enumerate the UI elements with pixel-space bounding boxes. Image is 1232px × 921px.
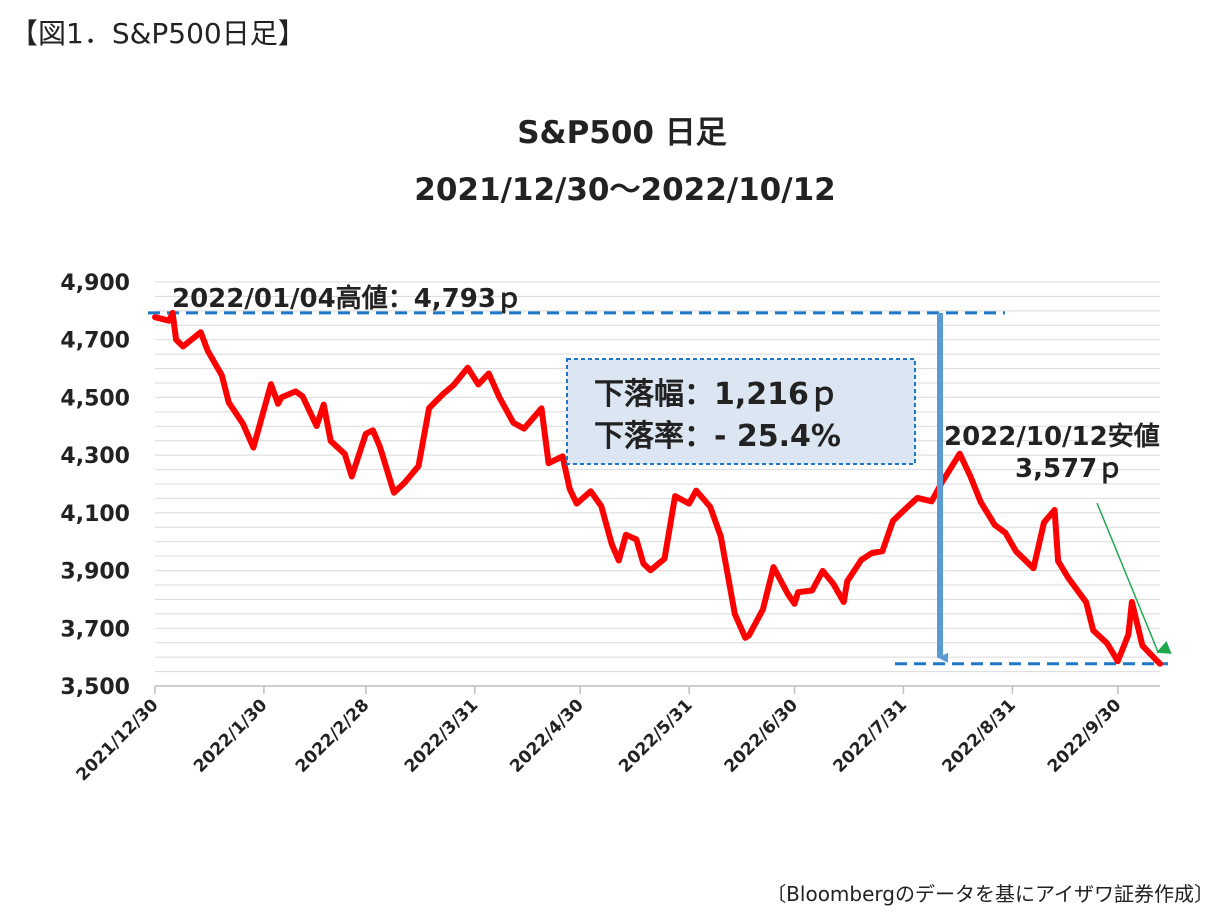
y-tick-label: 3,500 <box>60 675 130 700</box>
x-tick-label: 2022/7/31 <box>830 695 911 776</box>
y-tick-label: 4,700 <box>60 329 130 354</box>
y-tick-label: 3,700 <box>60 617 130 642</box>
x-tick-label: 2022/8/31 <box>938 695 1019 776</box>
y-tick-label: 4,500 <box>60 386 130 411</box>
x-tick-label: 2022/2/28 <box>292 695 373 776</box>
series-line <box>152 309 1163 667</box>
low-label-value: 3,577ｐ <box>1015 454 1123 484</box>
x-tick-label: 2022/4/30 <box>506 695 588 777</box>
figure-label: 【図1．S&P500日足】 <box>10 17 306 50</box>
y-tick-label: 4,900 <box>60 271 130 296</box>
drop-amount: 下落幅：1,216ｐ <box>594 377 839 412</box>
y-tick-label: 4,300 <box>60 444 130 469</box>
gridlines <box>155 281 1160 687</box>
x-tick-label: 2021/12/30 <box>73 695 163 785</box>
y-tick-label: 4,100 <box>60 502 130 527</box>
y-axis: 3,500 3,700 3,900 4,100 4,300 4,500 4,700 4,900 <box>60 271 130 700</box>
high-label: 2022/01/04高値：4,793ｐ <box>172 283 522 314</box>
low-label-date: 2022/10/12安値 <box>944 422 1160 452</box>
x-tick-label: 2022/6/30 <box>721 695 803 777</box>
x-tick-label: 2022/1/30 <box>190 695 272 777</box>
chart-subtitle: 2021/12/30〜2022/10/12 <box>414 172 835 208</box>
chart-title: S&P500 日足 <box>517 115 727 151</box>
y-tick-label: 3,900 <box>60 560 130 585</box>
x-tick-label: 2022/5/31 <box>615 695 696 776</box>
trend-arrow <box>1096 502 1172 654</box>
drop-info-box: 下落幅：1,216ｐ 下落率：- 25.4% <box>566 358 916 465</box>
source-note: 〔Bloombergのデータを基にアイザワ証券作成〕 <box>766 882 1214 906</box>
x-tick-label: 2022/3/31 <box>401 695 482 776</box>
drop-rate: 下落率：- 25.4% <box>594 419 841 454</box>
x-tick-label: 2022/9/30 <box>1044 695 1126 777</box>
x-axis: 2021/12/30 2022/1/30 2022/2/28 2022/3/31 202… <box>73 685 1160 785</box>
